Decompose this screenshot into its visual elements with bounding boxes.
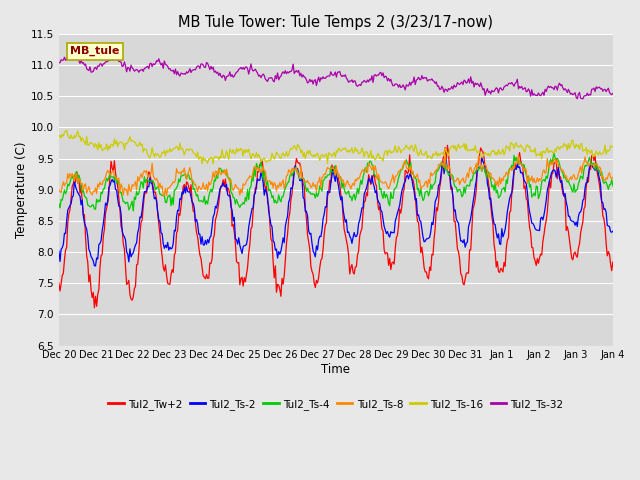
Title: MB Tule Tower: Tule Temps 2 (3/23/17-now): MB Tule Tower: Tule Temps 2 (3/23/17-now… xyxy=(179,15,493,30)
Legend: Tul2_Tw+2, Tul2_Ts-2, Tul2_Ts-4, Tul2_Ts-8, Tul2_Ts-16, Tul2_Ts-32: Tul2_Tw+2, Tul2_Ts-2, Tul2_Ts-4, Tul2_Ts… xyxy=(104,395,568,414)
Tul2_Ts-16 xyxy=(209,161,217,167)
Line: Tul2_Ts-32: Tul2_Ts-32 xyxy=(59,56,613,99)
Tul2_Ts-2 xyxy=(92,263,99,269)
Tul2_Ts-4 xyxy=(55,201,63,207)
Tul2_Ts-2 xyxy=(319,216,327,222)
Tul2_Ts-8 xyxy=(386,183,394,189)
Tul2_Ts-32 xyxy=(356,82,364,87)
Tul2_Tw+2 xyxy=(511,160,519,166)
Tul2_Ts-4 xyxy=(129,208,137,214)
Tul2_Ts-32 xyxy=(386,78,394,84)
Tul2_Ts-16 xyxy=(598,151,605,157)
Tul2_Ts-2 xyxy=(323,204,330,210)
Tul2_Ts-4 xyxy=(323,175,330,180)
Tul2_Ts-16 xyxy=(63,127,70,133)
Tul2_Ts-2 xyxy=(386,234,394,240)
Tul2_Ts-4 xyxy=(550,150,558,156)
Tul2_Ts-2 xyxy=(55,248,63,254)
Tul2_Ts-8 xyxy=(442,152,449,157)
Tul2_Ts-8 xyxy=(159,193,167,199)
Tul2_Ts-16 xyxy=(321,154,328,160)
Tul2_Ts-4 xyxy=(598,169,605,175)
Line: Tul2_Ts-8: Tul2_Ts-8 xyxy=(59,155,613,196)
Tul2_Ts-2 xyxy=(478,155,486,161)
Tul2_Ts-32 xyxy=(64,53,72,59)
Tul2_Ts-32 xyxy=(319,74,327,80)
Tul2_Ts-8 xyxy=(511,160,519,166)
Tul2_Ts-4 xyxy=(356,183,364,189)
Tul2_Ts-4 xyxy=(319,178,327,183)
Tul2_Ts-2 xyxy=(511,165,519,171)
Tul2_Tw+2 xyxy=(386,255,394,261)
Tul2_Ts-32 xyxy=(510,84,518,89)
Tul2_Ts-16 xyxy=(357,149,365,155)
Tul2_Ts-2 xyxy=(609,228,617,234)
Tul2_Ts-16 xyxy=(511,142,519,147)
Text: MB_tule: MB_tule xyxy=(70,46,119,57)
Tul2_Ts-16 xyxy=(324,160,332,166)
Tul2_Ts-8 xyxy=(598,175,605,181)
Tul2_Tw+2 xyxy=(91,305,99,311)
Tul2_Ts-4 xyxy=(386,203,394,209)
Y-axis label: Temperature (C): Temperature (C) xyxy=(15,142,28,238)
Tul2_Ts-2 xyxy=(598,199,605,205)
Tul2_Tw+2 xyxy=(444,143,451,148)
Tul2_Tw+2 xyxy=(55,280,63,286)
Tul2_Ts-8 xyxy=(55,187,63,193)
Tul2_Tw+2 xyxy=(609,259,617,265)
Tul2_Tw+2 xyxy=(319,246,327,252)
Tul2_Ts-32 xyxy=(55,60,63,65)
Tul2_Tw+2 xyxy=(598,199,605,205)
Tul2_Ts-32 xyxy=(598,85,605,91)
Tul2_Tw+2 xyxy=(323,220,330,226)
Tul2_Ts-32 xyxy=(609,91,617,96)
Tul2_Ts-8 xyxy=(319,173,327,179)
Tul2_Ts-2 xyxy=(356,217,364,223)
Tul2_Tw+2 xyxy=(356,233,364,239)
Tul2_Ts-16 xyxy=(55,134,63,140)
Tul2_Ts-8 xyxy=(609,174,617,180)
Line: Tul2_Ts-2: Tul2_Ts-2 xyxy=(59,158,613,266)
Tul2_Ts-32 xyxy=(323,74,330,80)
Tul2_Ts-32 xyxy=(579,96,587,102)
Line: Tul2_Tw+2: Tul2_Tw+2 xyxy=(59,145,613,308)
Tul2_Ts-4 xyxy=(510,153,518,158)
Tul2_Ts-8 xyxy=(323,168,330,173)
X-axis label: Time: Time xyxy=(321,363,350,376)
Tul2_Ts-8 xyxy=(356,174,364,180)
Line: Tul2_Ts-4: Tul2_Ts-4 xyxy=(59,153,613,211)
Tul2_Ts-16 xyxy=(609,144,617,150)
Tul2_Ts-16 xyxy=(387,150,395,156)
Line: Tul2_Ts-16: Tul2_Ts-16 xyxy=(59,130,613,164)
Tul2_Ts-4 xyxy=(609,183,617,189)
